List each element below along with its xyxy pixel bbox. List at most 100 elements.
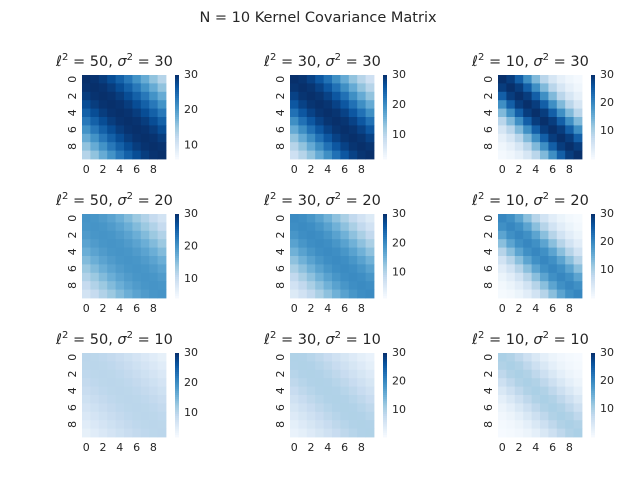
heatmap-cell (531, 403, 541, 413)
colorbar-segment (591, 287, 595, 290)
heatmap-cell (332, 142, 341, 151)
heatmap-cell (498, 272, 507, 282)
heatmap-cell (498, 133, 507, 143)
colorbar-segment (591, 75, 595, 78)
heatmap-cell (90, 369, 100, 379)
heatmap-cell (315, 239, 324, 248)
heatmap-cell (90, 222, 100, 232)
heatmap-cell (548, 247, 558, 257)
heatmap-cell (523, 353, 532, 362)
heatmap-cell (523, 428, 532, 438)
heatmap-cell (149, 420, 158, 429)
heatmap-cell (531, 395, 541, 404)
heatmap-cell (357, 428, 366, 438)
heatmap-cell (90, 386, 100, 396)
colorbar-segment (383, 264, 387, 267)
heatmap-cell (357, 214, 366, 223)
heatmap-cell (90, 91, 100, 101)
colorbar-segment (383, 112, 387, 116)
colorbar-segment (591, 117, 595, 120)
heatmap-cell (506, 239, 516, 248)
heatmap-cell (82, 281, 91, 290)
colorbar-segment (591, 392, 595, 396)
heatmap-cell (82, 91, 91, 101)
colorbar-segment (175, 289, 179, 293)
heatmap-cell (290, 142, 299, 151)
heatmap-cell (357, 411, 366, 421)
heatmap-cell (548, 100, 558, 109)
heatmap-cell (556, 100, 566, 109)
heatmap-cell (514, 150, 524, 160)
colorbar-segment (383, 380, 387, 383)
heatmap-cell (357, 361, 366, 371)
heatmap-cell (332, 108, 341, 118)
colorbar-segment (591, 241, 595, 244)
colorbar-segment (383, 426, 387, 429)
heatmap-cell (523, 100, 532, 109)
x-tick-label: 4 (324, 163, 331, 176)
heatmap-cell (90, 378, 100, 387)
heatmap-cell (298, 247, 308, 257)
heatmap-cell (556, 353, 566, 362)
heatmap-cell (357, 386, 366, 396)
heatmap-cell (565, 272, 574, 282)
heatmap-cell (298, 91, 308, 101)
heatmap-cell (290, 247, 299, 257)
colorbar-segment (175, 293, 179, 297)
heatmap-cell (298, 75, 308, 84)
heatmap-cell (298, 369, 308, 379)
heatmap-cell (90, 353, 100, 362)
heatmap-cell (540, 91, 549, 101)
y-tick-label: 6 (482, 404, 495, 411)
heatmap-cell (82, 117, 91, 126)
colorbar-segment (591, 279, 595, 282)
heatmap-cell (498, 369, 507, 379)
heatmap-cell (290, 369, 299, 379)
panel-title: ℓ2 = 10, σ2 = 30 (471, 52, 589, 70)
heatmap-cell (124, 289, 133, 299)
colorbar-segment (383, 98, 387, 101)
colorbar-segment (591, 382, 595, 385)
heatmap-cell (132, 239, 142, 248)
colorbar-segment (591, 384, 595, 387)
heatmap-cell (124, 108, 133, 118)
colorbar-segment (383, 96, 387, 99)
colorbar-segment (383, 395, 387, 398)
heatmap-cell (498, 222, 507, 232)
colorbar-segment (591, 386, 595, 390)
colorbar-segment (591, 235, 595, 238)
heatmap-cell (315, 395, 324, 404)
colorbar-segment (591, 277, 595, 280)
y-tick-label: 2 (274, 371, 287, 378)
colorbar-segment (383, 355, 387, 358)
x-tick-label: 6 (341, 302, 348, 315)
heatmap-cell (540, 239, 549, 248)
heatmap-cell (340, 264, 350, 274)
heatmap-cell (298, 150, 308, 160)
x-tick-label: 0 (83, 302, 90, 315)
panel-title-l2: 30 (298, 54, 316, 70)
heatmap-cell (132, 91, 142, 101)
heatmap-cell (548, 272, 558, 282)
colorbar-tick-label: 20 (184, 103, 198, 116)
heatmap-cell (573, 369, 583, 379)
heatmap-cell (107, 428, 116, 438)
heatmap-cell (157, 395, 167, 404)
heatmap-cell (523, 108, 532, 118)
y-tick-label: 4 (274, 387, 287, 394)
heatmap-cell (506, 395, 516, 404)
heatmap-cell (140, 239, 150, 248)
panel-title: ℓ2 = 30, σ2 = 10 (263, 330, 381, 348)
colorbar-tick-label: 10 (600, 124, 614, 137)
colorbar-segment (591, 411, 595, 415)
heatmap-cell (107, 108, 116, 118)
colorbar-segment (383, 418, 387, 421)
heatmap-cell (132, 369, 142, 379)
heatmap-cell (98, 378, 108, 387)
colorbar-tick-label: 30 (392, 346, 406, 359)
heatmap-cell (290, 100, 299, 109)
heatmap-cell (523, 403, 532, 413)
heatmap-cell (548, 428, 558, 438)
heatmap-cell (115, 222, 125, 232)
heatmap-cell (132, 214, 142, 223)
